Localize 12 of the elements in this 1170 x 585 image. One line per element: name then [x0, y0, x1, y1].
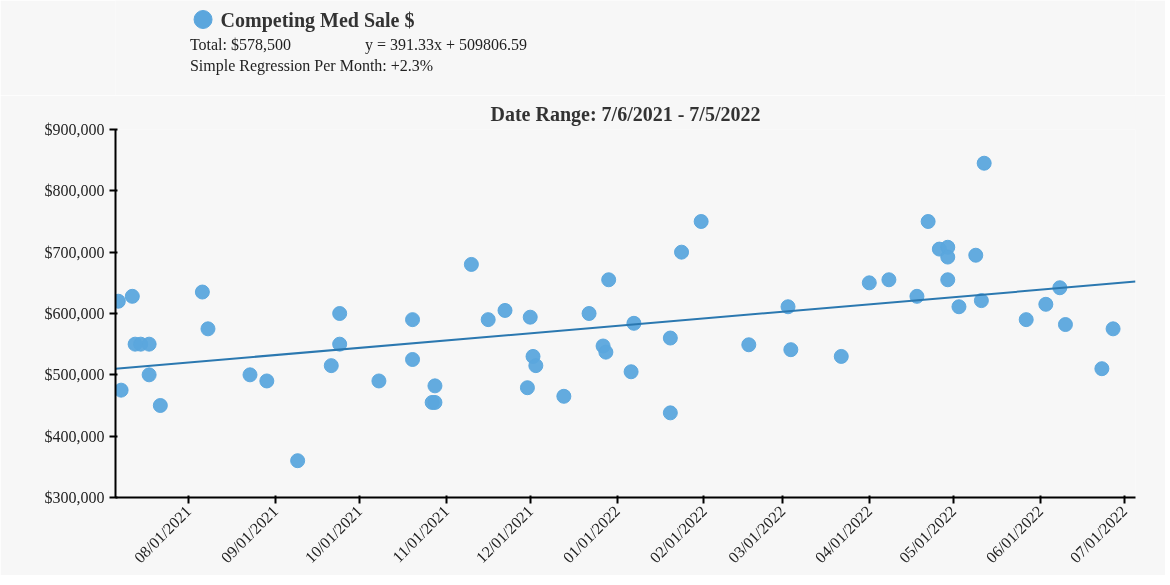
y-tick-label: $600,000: [44, 305, 105, 322]
y-tick-label: $900,000: [44, 121, 105, 138]
y-tick-label: $500,000: [44, 366, 105, 384]
text: Total: $578,500: [189, 35, 292, 53]
chart-title: Date Range: 7/6/2021 - 7/5/2022: [490, 102, 761, 126]
y-tick-label: $400,000: [44, 427, 105, 445]
legend-label: Competing Med Sale $: [220, 8, 415, 32]
text: y = 391.33x + 509806.59: [365, 35, 528, 54]
y-tick-label: $300,000: [44, 489, 105, 506]
y-tick-label: $800,000: [44, 182, 105, 200]
text: Simple Regression Per Month: +2.3%: [189, 56, 434, 75]
y-tick-label: $700,000: [44, 243, 105, 261]
